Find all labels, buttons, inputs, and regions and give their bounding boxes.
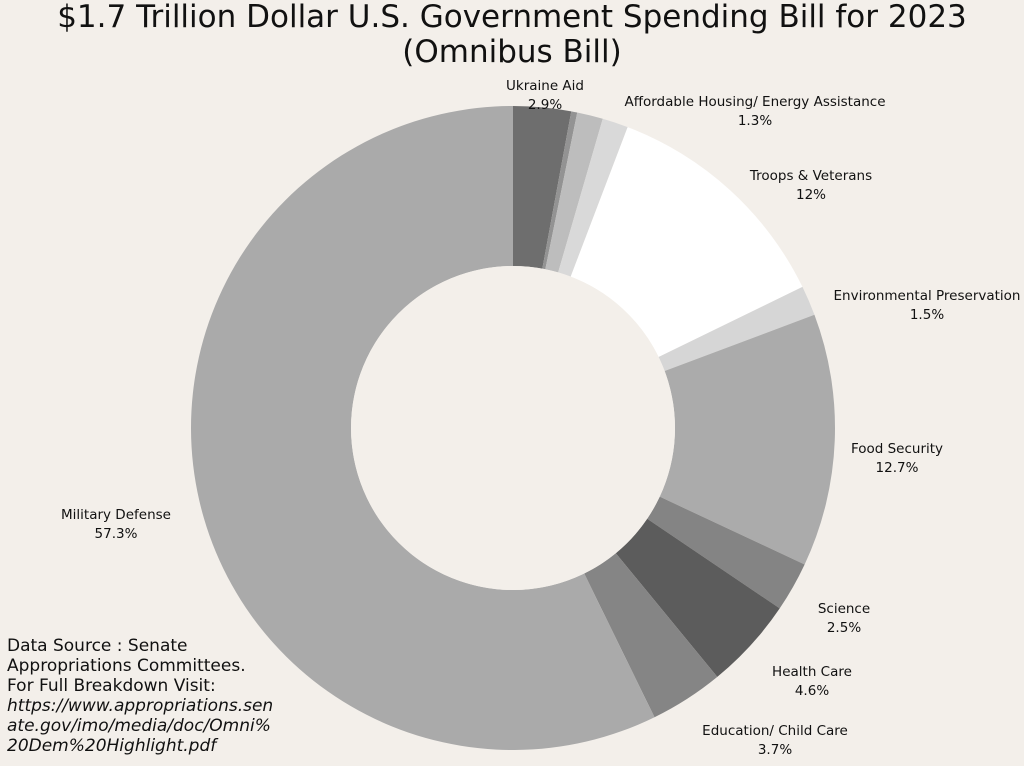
slice-environment [658,286,815,372]
slice-housing [545,112,603,273]
value-food: 12.7% [876,460,919,476]
slice-education [584,553,718,718]
value-environment: 1.5% [910,307,944,323]
slice-science [647,496,805,609]
source-line-2: Appropriations Committees. [7,656,246,676]
chart-title-line1: $1.7 Trillion Dollar U.S. Government Spe… [57,0,967,35]
label-ukraine: Ukraine Aid [506,78,584,94]
value-troops: 12% [796,187,826,203]
label-education: Education/ Child Care [702,723,848,739]
label-health: Health Care [772,664,852,680]
value-health: 4.6% [795,683,829,699]
chart-title-line2: (Omnibus Bill) [402,34,622,70]
chart-title: $1.7 Trillion Dollar U.S. Government Spe… [0,0,1024,70]
slice-labels: Ukraine Aid 2.9% Affordable Housing/ Energ… [61,78,1020,758]
value-science: 2.5% [827,620,861,636]
source-line-3: For Full Breakdown Visit: [7,676,216,696]
donut-hole [351,266,675,590]
value-housing: 1.3% [738,113,772,129]
value-education: 3.7% [758,742,792,758]
slice-troops [570,127,803,358]
slice-ukraine [513,106,572,269]
label-military: Military Defense [61,507,171,523]
slice-food [659,314,835,565]
label-troops: Troops & Veterans [749,168,872,184]
slice-thin1 [542,111,578,270]
slice-health [615,518,780,677]
donut-slices [191,106,835,750]
data-source-note: Data Source : Senate Appropriations Comm… [7,636,307,756]
slice-thin2 [558,118,628,277]
label-housing: Affordable Housing/ Energy Assistance [624,94,885,110]
label-science: Science [818,601,870,617]
source-line-1: Data Source : Senate [7,636,188,656]
label-food: Food Security [851,441,943,457]
slice-military [191,106,655,750]
label-environment: Environmental Preservation [834,288,1021,304]
value-ukraine: 2.9% [528,97,562,113]
source-url[interactable]: https://www.appropriations.senate.gov/im… [7,696,274,756]
value-military: 57.3% [95,526,138,542]
